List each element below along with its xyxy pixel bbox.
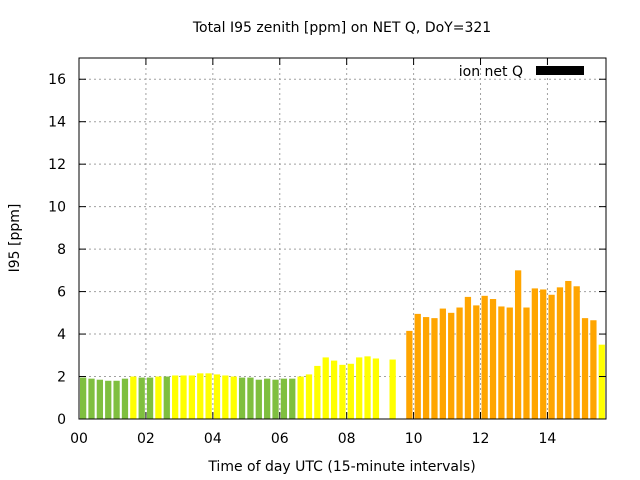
bar	[364, 356, 371, 419]
x-tick-label: 08	[338, 431, 356, 447]
bar	[222, 375, 229, 419]
x-tick-label: 12	[472, 431, 490, 447]
legend-swatch	[536, 66, 584, 75]
bar	[121, 378, 129, 419]
bar	[464, 296, 472, 419]
bar	[188, 375, 196, 419]
y-tick-labels: 0 2 4 6 8 10 12 14 16	[48, 72, 66, 428]
grid-lines	[79, 58, 606, 419]
bar	[172, 375, 179, 419]
bar	[155, 376, 162, 419]
y-tick-label: 8	[57, 242, 66, 258]
bar	[264, 378, 271, 419]
y-tick-label: 10	[48, 200, 66, 216]
bar	[556, 287, 564, 419]
bar	[322, 357, 329, 419]
legend: ion net Q	[459, 64, 584, 80]
y-tick-label: 4	[57, 327, 66, 343]
bar	[514, 270, 522, 419]
bar	[180, 375, 187, 419]
bar	[96, 379, 104, 419]
x-axis-label: Time of day UTC (15-minute intervals)	[207, 459, 475, 475]
bar	[540, 289, 547, 419]
bar	[548, 294, 555, 419]
bar	[197, 373, 204, 419]
bar	[113, 380, 120, 419]
x-tick-label: 06	[271, 431, 289, 447]
y-tick-label: 16	[48, 72, 66, 88]
bar	[473, 305, 480, 419]
bar	[498, 306, 505, 419]
y-tick-label: 14	[48, 115, 66, 131]
bar	[356, 357, 363, 419]
bar	[565, 280, 572, 419]
bar	[297, 376, 304, 419]
bar	[431, 318, 438, 419]
bar	[598, 344, 605, 419]
bar	[80, 377, 87, 419]
bar	[230, 376, 237, 419]
bar	[506, 307, 513, 419]
bar	[523, 307, 530, 419]
x-tick-label: 02	[137, 431, 155, 447]
bar	[138, 377, 145, 419]
y-tick-label: 0	[57, 412, 66, 428]
bar	[531, 288, 538, 419]
bar	[481, 295, 488, 419]
bar	[339, 364, 346, 419]
plot-frame	[78, 57, 607, 420]
bar	[238, 377, 246, 419]
bar	[205, 373, 212, 419]
bar	[255, 379, 262, 419]
bar	[130, 376, 137, 419]
x-tick-labels: 00 02 04 06 08 10 12 14	[70, 431, 556, 447]
bar	[372, 358, 380, 419]
bar	[422, 317, 430, 419]
bar	[105, 380, 112, 419]
bar	[305, 374, 313, 419]
legend-label: ion net Q	[459, 64, 523, 80]
bar	[330, 360, 338, 419]
bar	[289, 378, 296, 419]
bar	[146, 377, 154, 419]
bar	[581, 318, 589, 419]
bar	[213, 374, 221, 419]
bar	[489, 299, 497, 419]
bar	[590, 320, 597, 419]
x-tick-label: 04	[204, 431, 222, 447]
bar	[280, 378, 288, 419]
bar	[456, 307, 463, 419]
y-tick-label: 2	[57, 370, 66, 386]
bar	[406, 330, 413, 419]
bar	[247, 377, 254, 419]
bar-series	[80, 270, 605, 419]
bar	[448, 312, 455, 419]
x-tick-label: 14	[539, 431, 557, 447]
bar	[347, 363, 354, 419]
y-tick-label: 12	[48, 157, 66, 173]
x-tick-label: 10	[405, 431, 423, 447]
bar	[389, 359, 396, 419]
chart-title: Total I95 zenith [ppm] on NET Q, DoY=321	[192, 20, 491, 36]
bar	[439, 308, 446, 419]
x-tick-label: 00	[70, 431, 88, 447]
bar	[573, 286, 580, 419]
bar	[272, 379, 279, 419]
bar	[314, 365, 321, 419]
axis-ticks	[78, 58, 606, 420]
bar	[163, 376, 170, 419]
y-tick-label: 6	[57, 285, 66, 301]
bar	[88, 378, 95, 419]
y-axis-label: I95 [ppm]	[7, 204, 23, 273]
bar	[414, 313, 421, 419]
